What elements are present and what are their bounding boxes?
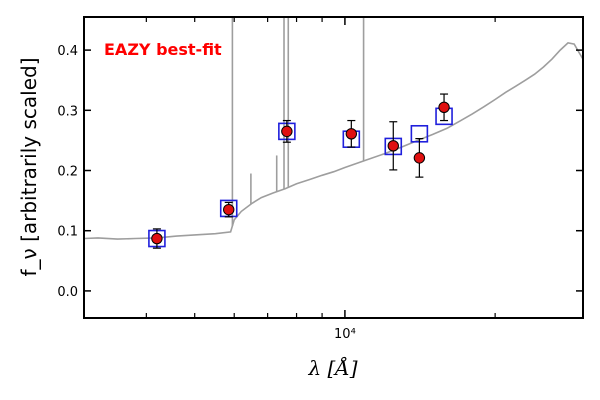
y-tick-label-3: 0.3 — [57, 104, 78, 119]
observed-point-6 — [438, 101, 450, 114]
plot-frame — [83, 16, 584, 319]
x-axis-label: λ [Å] — [307, 355, 357, 380]
observed-point-1 — [223, 203, 235, 216]
observed-point-5 — [413, 152, 426, 164]
axis-ticks: 0.0 0.1 0.2 0.3 0.4 10⁴ — [57, 17, 583, 342]
observed-point-2 — [281, 125, 293, 138]
y-tick-label-2: 0.2 — [57, 165, 78, 180]
y-tick-label-4: 0.4 — [57, 44, 78, 59]
y-tick-label-1: 0.1 — [57, 225, 78, 240]
x-tick-label-0: 10⁴ — [334, 327, 356, 342]
model-continuum-line — [84, 42, 583, 240]
observed-points — [151, 93, 450, 249]
y-tick-label-0: 0.0 — [57, 285, 78, 300]
y-axis-label: f_ν [arbitrarily scaled] — [17, 58, 41, 277]
model-spectrum — [84, 17, 583, 240]
observed-point-3 — [345, 128, 358, 140]
plot-area — [84, 17, 583, 249]
observed-point-4 — [387, 140, 399, 152]
model-flux-boxes — [148, 107, 453, 248]
annotation-label: EAZY best-fit — [104, 40, 222, 59]
observed-point-0 — [151, 232, 163, 245]
